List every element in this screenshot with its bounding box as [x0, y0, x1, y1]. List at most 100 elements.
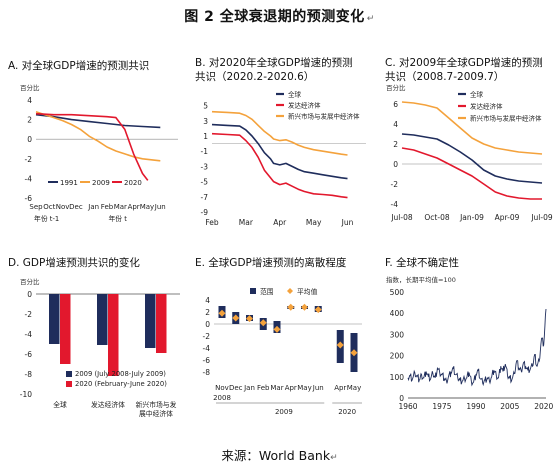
- y-tick-label: 0: [399, 394, 404, 403]
- series-line-uncertainty: [407, 308, 547, 387]
- y-tick-label: -6: [25, 350, 33, 359]
- category-label: 新兴市场与发: [136, 400, 177, 409]
- y-tick-label: -8: [25, 370, 33, 379]
- x-tick-label: Oct: [43, 203, 55, 211]
- x-tick-label: Apr: [128, 203, 140, 211]
- y-tick-label: 0: [393, 160, 398, 169]
- bar-0-0: [49, 294, 60, 344]
- y-tick-label: -2: [203, 332, 211, 341]
- y-tick-label: -5: [201, 178, 209, 187]
- x-sub-label: 年份 t: [108, 214, 127, 223]
- panel-c-title-line-1: C. 对2009年全球GDP增速的预测: [385, 57, 543, 69]
- y-tick-label: 1: [203, 132, 208, 141]
- legend-swatch-mean: [287, 288, 293, 294]
- series-line-1: [401, 147, 542, 200]
- legend-label-0: 1991: [60, 179, 78, 187]
- x-tick-label: May: [306, 218, 322, 227]
- legend-swatch-range: [250, 288, 256, 294]
- group-label: 2008: [213, 394, 231, 402]
- y-tick-label: 500: [390, 288, 405, 297]
- x-tick-label: Jun: [341, 218, 354, 227]
- x-tick-label: Oct-08: [424, 213, 449, 222]
- y-tick-label: 5: [203, 102, 208, 111]
- series-line-0: [211, 123, 348, 180]
- unit-label: 百分比: [20, 277, 40, 286]
- y-tick-label: -7: [201, 193, 209, 202]
- x-tick-label: Jul-08: [390, 213, 413, 222]
- y-tick-label: -4: [25, 174, 33, 183]
- y-tick-label: 200: [390, 352, 405, 361]
- series-line-0: [401, 133, 543, 184]
- x-tick-label: Mar: [239, 218, 254, 227]
- x-tick-label: May: [347, 384, 361, 392]
- paragraph-mark: ↵: [330, 453, 338, 463]
- legend-swatch-1: [66, 381, 72, 387]
- mean-marker-9: [350, 349, 358, 357]
- x-tick-label: Apr: [334, 384, 346, 392]
- series-line-2: [211, 110, 348, 156]
- panel-b-title-line-1: B. 对2020年全球GDP增速的预测: [195, 57, 353, 69]
- series-line-2: [35, 112, 149, 181]
- x-tick-label: Nov: [56, 203, 70, 211]
- x-tick-label: 2005: [500, 402, 519, 411]
- figure-source: 来源：World Bank↵: [0, 445, 559, 464]
- group-label: 2009: [275, 408, 293, 416]
- chart-c: 百分比 -4 -2 0 2 4 6 Jul-08 Oct-08 Jan-09 Apr-09 Jul-0…: [386, 83, 553, 222]
- x-tick-label: Mar: [270, 384, 283, 392]
- y-tick-label: 3: [203, 117, 208, 126]
- series-line-1: [211, 132, 348, 199]
- legend-label-0: 全球: [470, 90, 484, 99]
- y-tick-label: -3: [201, 162, 209, 171]
- y-tick-label: -2: [391, 180, 399, 189]
- bar-0-1: [60, 294, 71, 364]
- panel-c-title-line-2: 共识（2008.7-2009.7）: [385, 71, 505, 83]
- legend-label-1: 2020 (February-June 2020): [75, 380, 167, 388]
- x-tick-label: Jan: [243, 384, 255, 392]
- x-tick-label: Feb: [205, 218, 219, 227]
- chart-a: 百分比 -6 -4 -2 0 2 4 Sep Oct Nov Dec Jan Feb Mar Apr May J…: [20, 83, 178, 223]
- mean-marker-1: [232, 314, 240, 322]
- mean-marker-8: [336, 341, 344, 349]
- category-label: 展中经济体: [139, 409, 173, 418]
- y-tick-label: 4: [27, 96, 32, 105]
- category-label: 发达经济体: [91, 400, 125, 409]
- mean-marker-7: [314, 306, 322, 314]
- legend-label-2: 新兴市场与发展中经济体: [470, 114, 542, 123]
- x-tick-label: Jun: [154, 203, 166, 211]
- x-tick-label: Dec: [229, 384, 243, 392]
- unit-label: 百分比: [386, 83, 406, 92]
- y-tick-label: 6: [393, 100, 398, 109]
- panel-e-title: E. 全球GDP增速预测的离散程度: [195, 257, 347, 269]
- mean-marker-5: [287, 303, 295, 311]
- y-tick-label: 300: [390, 330, 405, 339]
- y-tick-label: 2: [393, 140, 398, 149]
- legend-label-0: 2009 (July 2008-July 2009): [75, 370, 166, 378]
- x-tick-label: Dec: [69, 203, 83, 211]
- x-sub-label: 年份 t-1: [34, 214, 59, 223]
- y-tick-label: 0: [27, 290, 32, 299]
- legend-label-1: 发达经济体: [470, 102, 503, 111]
- y-tick-label: -6: [25, 194, 33, 203]
- chart-b: -9 -7 -5 -3 -1 1 3 5 Feb Mar Apr May Jun 全球发达经济体新兴市场与…: [201, 90, 366, 227]
- x-tick-label: Apr: [273, 218, 287, 227]
- bar-2-1: [156, 294, 167, 353]
- y-tick-label: -6: [203, 356, 211, 365]
- y-tick-label: -4: [25, 330, 33, 339]
- x-tick-label: Jul-09: [530, 213, 553, 222]
- y-tick-label: 0: [205, 320, 210, 329]
- y-tick-label: 100: [390, 373, 405, 382]
- unit-label: 百分比: [20, 83, 40, 92]
- y-tick-label: -1: [201, 147, 209, 156]
- y-tick-label: 4: [393, 120, 398, 129]
- x-tick-label: Apr: [285, 384, 297, 392]
- legend-label-1: 发达经济体: [288, 101, 321, 110]
- unit-label: 指数，长期平均值=100: [386, 275, 456, 284]
- panel-d-title: D. GDP增速预测共识的变化: [8, 257, 140, 269]
- series-line-2: [401, 101, 543, 155]
- y-tick-label: -4: [203, 344, 211, 353]
- legend-label-1: 2009: [92, 179, 110, 187]
- mean-marker-3: [259, 319, 267, 327]
- legend-label-2: 2020: [124, 179, 142, 187]
- legend-label-2: 新兴市场与发展中经济体: [288, 112, 360, 121]
- y-tick-label: -10: [20, 390, 32, 399]
